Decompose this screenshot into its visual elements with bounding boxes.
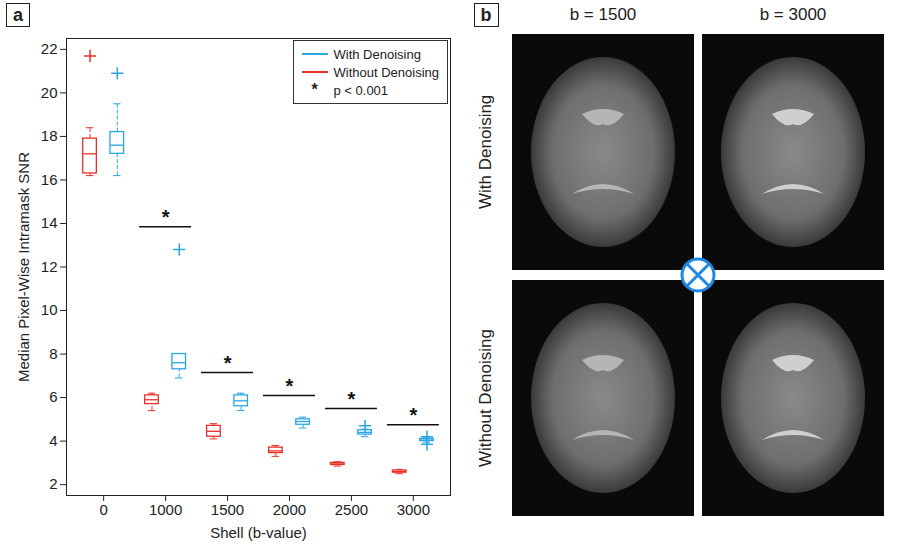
svg-text:Shell (b-value): Shell (b-value) [210, 524, 307, 541]
svg-text:12: 12 [41, 258, 58, 275]
svg-text:16: 16 [41, 171, 58, 188]
svg-text:2500: 2500 [335, 501, 368, 518]
html-text:Without Denoising: Without Denoising [476, 329, 495, 467]
svg-text:1500: 1500 [211, 501, 244, 518]
html-text:p < 0.001: p < 0.001 [333, 82, 389, 98]
svg-text:18: 18 [41, 127, 58, 144]
svg-text:14: 14 [41, 214, 58, 231]
svg-text:*: * [348, 388, 356, 410]
html-text:Without Denoising: Without Denoising [333, 64, 439, 80]
svg-text:8: 8 [49, 345, 57, 362]
svg-text:10: 10 [41, 301, 58, 318]
html-text:With Denoising: With Denoising [476, 94, 495, 210]
svg-text:*: * [162, 206, 170, 228]
svg-text:22: 22 [41, 40, 58, 57]
svg-text:0: 0 [99, 501, 107, 518]
html-text:b: b [480, 5, 492, 25]
svg-text:2000: 2000 [273, 501, 306, 518]
html-text:b = 3000: b = 3000 [759, 5, 827, 24]
svg-text:2: 2 [49, 475, 57, 492]
svg-text:3000: 3000 [397, 501, 430, 518]
html-text:a: a [13, 5, 23, 25]
html-text:b = 1500: b = 1500 [569, 5, 637, 24]
svg-text:*: * [286, 375, 294, 397]
svg-text:4: 4 [49, 432, 57, 449]
html-text:With Denoising: With Denoising [333, 46, 421, 62]
svg-text:20: 20 [41, 84, 58, 101]
svg-text:6: 6 [49, 388, 57, 405]
svg-text:1000: 1000 [149, 501, 182, 518]
svg-text:Median Pixel-Wise Intramask SN: Median Pixel-Wise Intramask SNR [15, 152, 32, 382]
svg-text:*: * [409, 404, 417, 426]
svg-text:*: * [224, 352, 232, 374]
